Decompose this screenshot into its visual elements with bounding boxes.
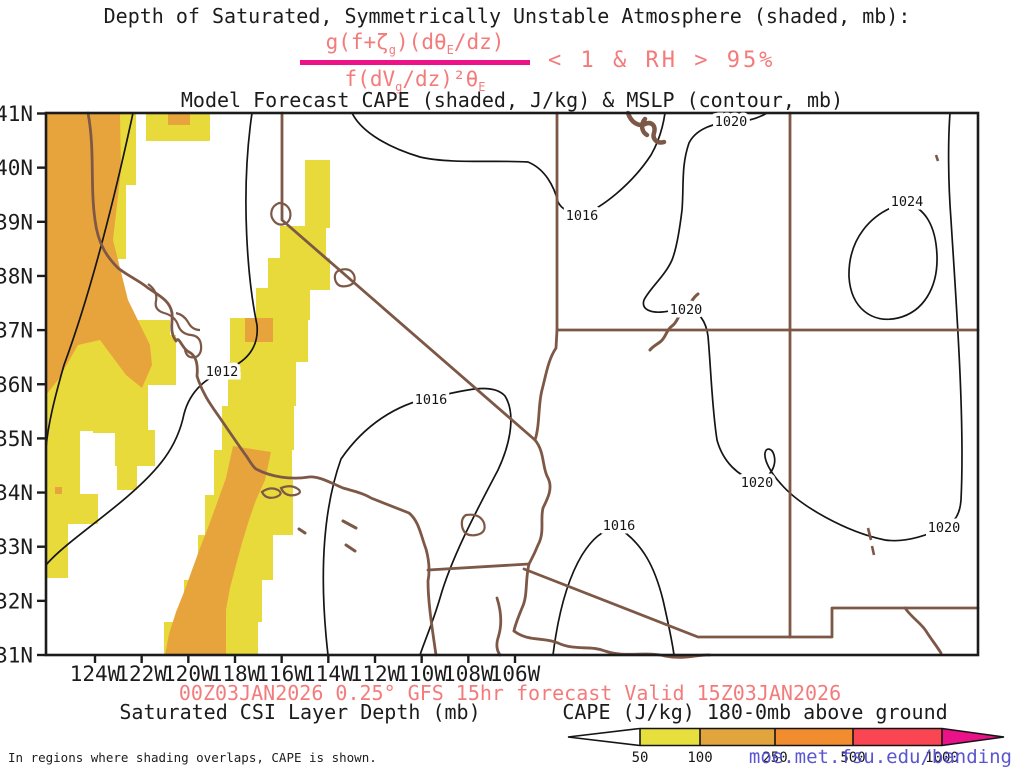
svg-text:1020: 1020 bbox=[741, 475, 774, 491]
cape-csi-colorbar: 50 100 250 500 1000 bbox=[567, 727, 1005, 766]
svg-text:35N: 35N bbox=[0, 427, 33, 451]
formula-condition: < 1 & RH > 95% bbox=[548, 48, 776, 73]
svg-text:106W: 106W bbox=[490, 662, 541, 686]
svg-text:1016: 1016 bbox=[415, 392, 448, 408]
mslp-contours bbox=[45, 112, 963, 656]
svg-text:38N: 38N bbox=[0, 264, 33, 288]
overlap-footnote: In regions where shading overlaps, CAPE … bbox=[8, 750, 377, 765]
svg-text:36N: 36N bbox=[0, 373, 33, 397]
shaded-regions-yellow bbox=[46, 113, 330, 655]
map-subtitle: Model Forecast CAPE (shaded, J/kg) & MSL… bbox=[180, 88, 844, 112]
svg-text:110W: 110W bbox=[396, 662, 447, 686]
left-colorbar-caption: Saturated CSI Layer Depth (mb) bbox=[119, 700, 481, 724]
geography-borders-coastline bbox=[86, 110, 980, 659]
svg-text:1020: 1020 bbox=[715, 114, 748, 130]
latitude-axis: 41N 40N 39N 38N 37N 36N 35N 34N 33N 32N 31N bbox=[0, 102, 46, 668]
svg-text:116W: 116W bbox=[256, 662, 307, 686]
svg-text:1020: 1020 bbox=[670, 302, 703, 318]
csi-formula-fraction: g(f+ζg)(dθE/dz) f(dVg/dz)²θE bbox=[300, 30, 530, 94]
svg-text:50: 50 bbox=[632, 750, 649, 766]
svg-text:120W: 120W bbox=[163, 662, 214, 686]
svg-text:1016: 1016 bbox=[603, 518, 636, 534]
svg-text:112W: 112W bbox=[350, 662, 401, 686]
svg-text:41N: 41N bbox=[0, 102, 33, 126]
formula-numerator: g(f+ζg)(dθE/dz) bbox=[325, 30, 505, 58]
svg-text:500: 500 bbox=[840, 750, 865, 766]
page-title: Depth of Saturated, Symmetrically Unstab… bbox=[103, 4, 911, 28]
svg-text:118W: 118W bbox=[210, 662, 261, 686]
svg-text:1024: 1024 bbox=[891, 194, 924, 210]
svg-text:31N: 31N bbox=[0, 644, 33, 668]
svg-text:108W: 108W bbox=[443, 662, 494, 686]
svg-text:1016: 1016 bbox=[566, 208, 599, 224]
svg-text:34N: 34N bbox=[0, 481, 33, 505]
svg-text:37N: 37N bbox=[0, 319, 33, 343]
svg-text:124W: 124W bbox=[70, 662, 121, 686]
map-frame bbox=[44, 111, 980, 657]
svg-text:1000: 1000 bbox=[925, 750, 959, 766]
svg-text:100: 100 bbox=[687, 750, 712, 766]
svg-text:114W: 114W bbox=[303, 662, 354, 686]
validity-line: 00Z03JAN2026 0.25° GFS 15hr forecast Val… bbox=[178, 681, 842, 705]
svg-text:1012: 1012 bbox=[206, 364, 239, 380]
right-colorbar-caption: CAPE (J/kg) 180-0mb above ground bbox=[562, 700, 948, 724]
svg-text:32N: 32N bbox=[0, 589, 33, 613]
svg-text:40N: 40N bbox=[0, 156, 33, 180]
svg-text:33N: 33N bbox=[0, 535, 33, 559]
source-url[interactable]: moe.met.fsu.edu/banding bbox=[748, 746, 1012, 768]
formula-denominator: f(dVg/dz)²θE bbox=[344, 67, 486, 95]
svg-text:250: 250 bbox=[762, 750, 787, 766]
svg-text:39N: 39N bbox=[0, 210, 33, 234]
contour-labels: 1012 1016 1016 1016 1020 1020 1020 1020 1024 bbox=[202, 111, 964, 540]
svg-text:122W: 122W bbox=[116, 662, 167, 686]
fraction-bar bbox=[300, 60, 530, 66]
svg-text:1020: 1020 bbox=[928, 520, 961, 536]
